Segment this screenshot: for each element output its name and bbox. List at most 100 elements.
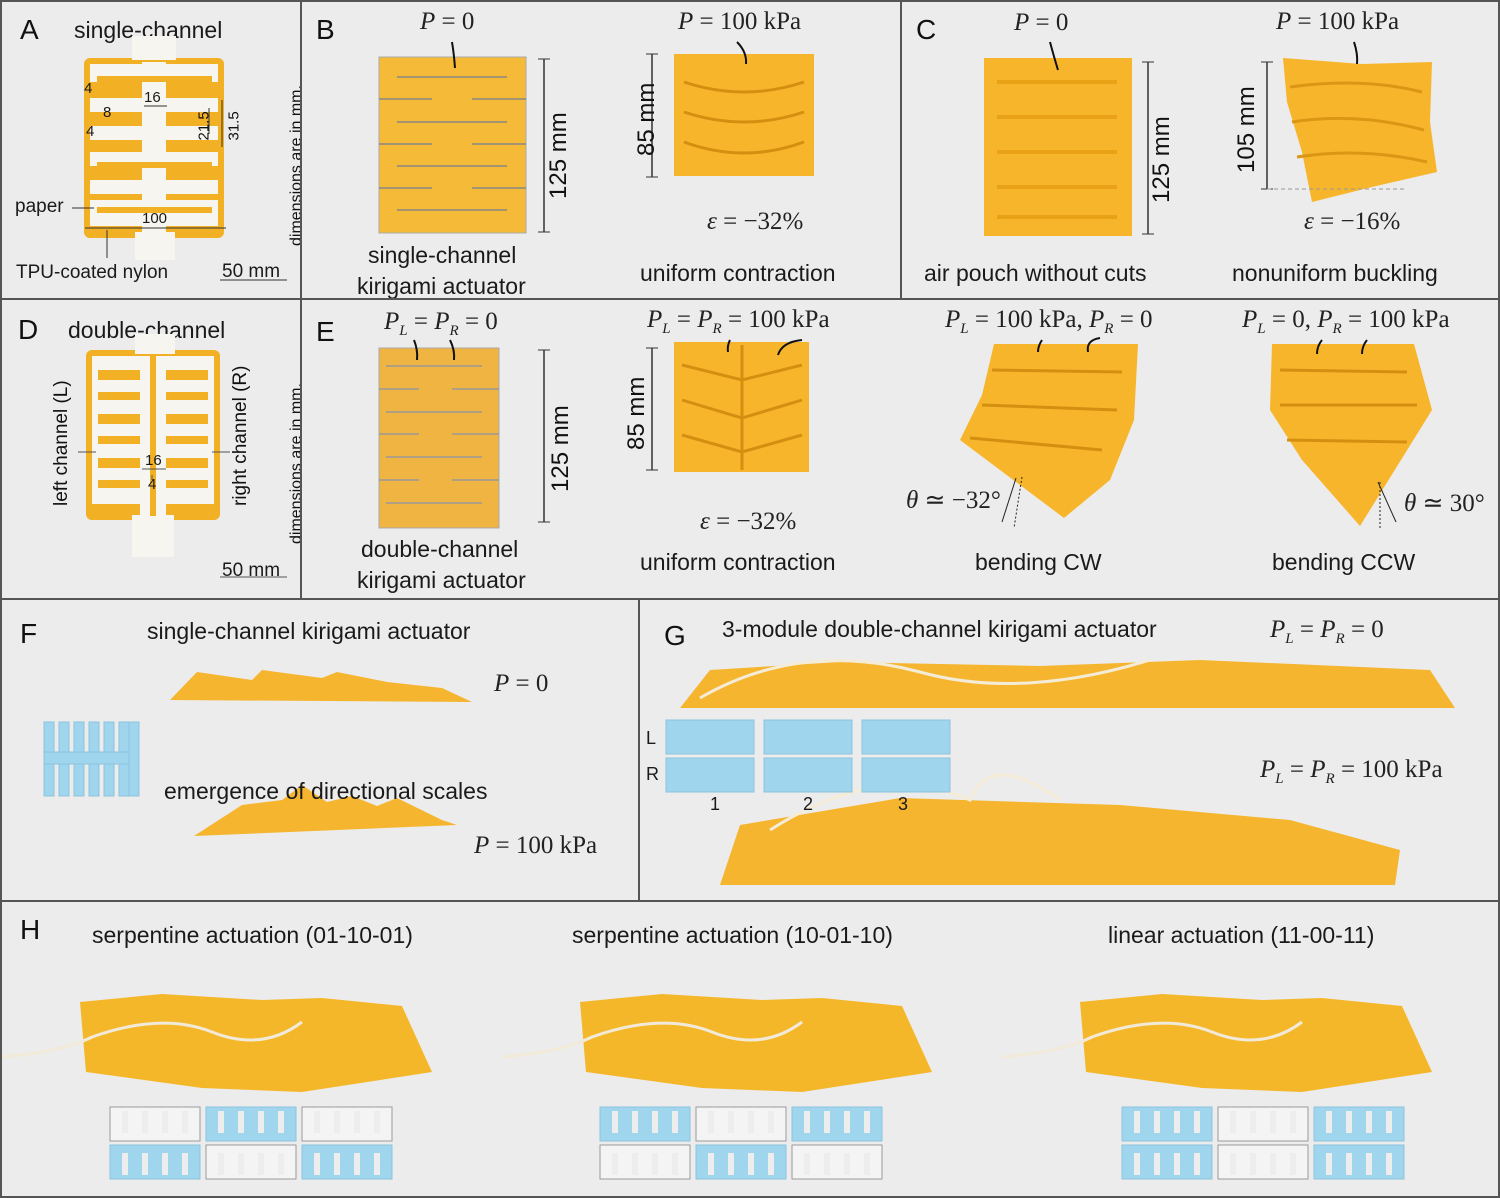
pressure-value: = 100 kPa [721,306,830,333]
pr-subscript: R [712,321,722,337]
pressure-value: = 100 kPa [693,8,802,35]
pr-symbol: P [697,306,713,333]
pressure-value: = 100 kPa [1291,8,1400,35]
channel-slot [122,1111,128,1133]
tab-bottom [135,232,175,260]
bent-actuator-ccw [1270,344,1432,526]
channel-slot [162,1153,168,1175]
callout-tpu-nylon: TPU-coated nylon [16,262,169,283]
channel-slot [708,1111,714,1133]
right-channel-label: right channel (R) [230,365,251,506]
channel-slot [1154,1153,1160,1175]
channel-slot [864,1111,870,1133]
case-title: serpentine actuation (10-01-10) [572,922,893,948]
air-pouch-photos [984,41,1437,236]
theta-symbol: θ [1404,490,1417,517]
strain-label: ε = −16% [1304,208,1400,236]
pressure-label-rest: P = 0 [494,670,548,698]
strain-value: = −32% [716,208,804,235]
module-label: 3 [898,794,909,814]
panel-title: single-channel kirigami actuator [147,618,471,644]
pl-subscript: L [1275,771,1284,787]
strain-symbol: ε [1304,208,1314,235]
angle-value: ≃ 30° [1416,490,1485,517]
channel-slot [1134,1153,1140,1175]
channel-slot [1270,1111,1276,1133]
channel-slot [122,1153,128,1175]
strain-label: ε = −32% [707,208,803,236]
theta-symbol: θ [906,487,919,514]
channel-slot [1326,1153,1332,1175]
panel-label: E [316,316,335,347]
angle-value: ≃ −32° [918,487,1001,514]
side-view-photos [43,670,472,836]
channel-slot [1366,1111,1372,1133]
channel-slot [278,1153,284,1175]
subtitle: emergence of directional scales [164,778,488,804]
pr-subscript: R [1325,771,1335,787]
pressure-value: = 0 [1029,9,1069,36]
pressure-value: = 0 [509,670,549,697]
channel-slot [672,1111,678,1133]
pressure-label-left: PL = 100 kPa, PR = 0 [945,306,1153,338]
dimension-lines [72,100,287,281]
pressure-value: = 0 [1344,616,1384,643]
scale-bar-label: 50 mm [222,261,281,282]
channel-slot [748,1111,754,1133]
pr-symbol: P [434,308,450,335]
channel-slot [182,1111,188,1133]
dim-8: 8 [103,104,112,121]
air-tubes [502,1020,803,1059]
channel-slot [612,1111,618,1133]
panel-label: H [20,914,41,945]
channel-slot [258,1153,264,1175]
strain-value: = −32% [709,508,797,535]
channel-slot [1194,1111,1200,1133]
actuator-photo-and-schematic [502,994,932,1180]
pressure-label-rest: P = 0 [1014,9,1068,37]
strain-symbol: ε [700,508,710,535]
actuator-photo-and-schematic [2,994,432,1180]
scale-bar-label: 50 mm [222,560,281,581]
caption-line-2: kirigami actuator [357,273,526,299]
channel-slot [1154,1111,1160,1133]
pr-value: = 0 [1113,306,1153,333]
caption: air pouch without cuts [924,260,1147,286]
pressure-label-rest: PL = PR = 0 [1270,616,1384,648]
channel-slot [1346,1111,1352,1133]
caption-line-2: kirigami actuator [357,567,526,593]
actuator-photo-and-schematic [1002,994,1432,1180]
pl-subscript: L [399,323,408,339]
pr-subscript: R [1335,631,1345,647]
channel-slot [804,1153,810,1175]
pr-symbol: P [1320,616,1336,643]
dim-16: 16 [145,452,162,469]
channel-slot [1346,1153,1352,1175]
double-channel-actuator-photos [378,337,1432,529]
pl-subscript: L [662,321,671,337]
pressure-label-right: PL = 0, PR = 100 kPa [1242,306,1450,338]
pressure-symbol: P [494,670,510,697]
module-label: 1 [710,794,721,814]
caption: nonuniform buckling [1232,260,1438,286]
channel-slot [238,1111,244,1133]
panel-g: G 3-module double-channel kirigami actua… [638,598,1500,902]
channel-slot [162,1111,168,1133]
callout-paper: paper [15,196,64,217]
pressure-value: = 0 [435,8,475,35]
tab-top [132,36,176,60]
channel-slot [672,1153,678,1175]
pr-subscript: R [449,323,459,339]
panel-label: B [316,14,335,45]
pressure-symbol: P [678,8,694,35]
case-title: linear actuation (11-00-11) [1108,922,1375,948]
panel-a: A single-channel 4 16 [0,0,302,300]
channel-slot [218,1153,224,1175]
pressure-label-rest: PL = PR = 0 [384,308,498,340]
pressure-symbol: P [474,832,490,859]
height-125mm: 125 mm [1148,116,1175,203]
pressure-label-inflated: P = 100 kPa [678,8,801,36]
caption: bending CW [975,549,1102,575]
channel-slot [334,1153,340,1175]
caption: uniform contraction [640,549,836,575]
